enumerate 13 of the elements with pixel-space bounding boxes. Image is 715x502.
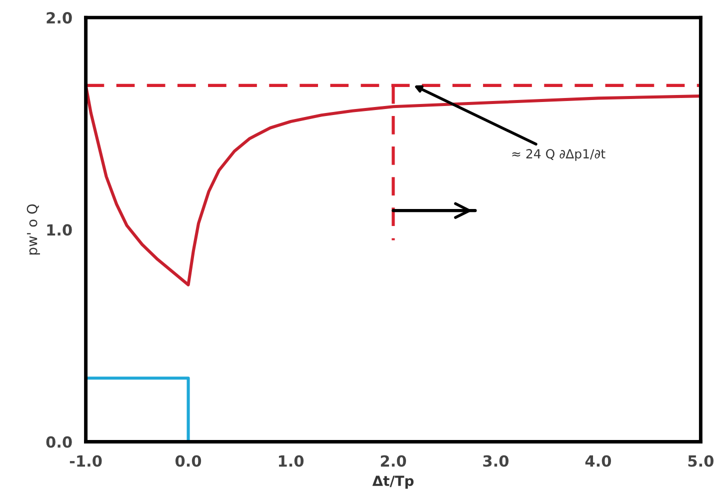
annotation: ≈ 24 Q ∂Δp1/∂t xyxy=(512,149,606,161)
x-tick-label: 3.0 xyxy=(483,455,509,467)
x-tick-label: 5.0 xyxy=(688,455,714,467)
y-tick-label: 0.0 xyxy=(46,436,72,448)
x-tick-label: 2.0 xyxy=(380,455,406,467)
x-tick-label: 0.0 xyxy=(175,455,202,467)
y-tick-label: 1.0 xyxy=(47,224,72,236)
y-tick-label: 2.0 xyxy=(46,12,72,24)
x-tick-label: -1.0 xyxy=(70,455,102,467)
x-axis-title: Δt/Tp xyxy=(372,476,414,489)
x-tick-label: 1.0 xyxy=(278,455,304,467)
x-tick-label: 4.0 xyxy=(585,455,612,467)
y-axis-title: pw' o Q xyxy=(26,204,40,255)
